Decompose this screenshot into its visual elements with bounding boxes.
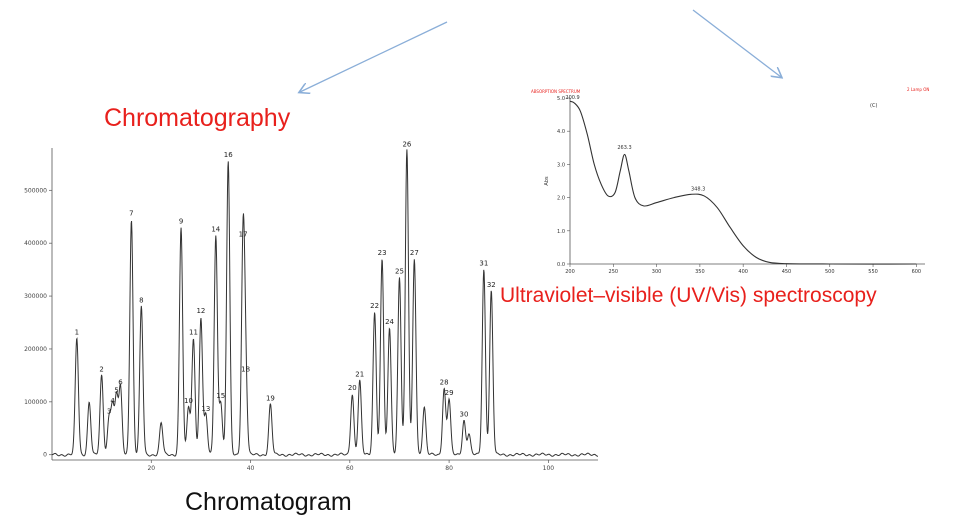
chromatogram-caption: Chromatogram [185, 488, 352, 516]
uv-y-tick-label: 3.0 [557, 162, 565, 168]
chromatogram-x-tick-label: 100 [543, 465, 555, 472]
uv-header-left: ABSORPTION SPECTRUM [531, 89, 581, 94]
chromatogram-peak-label: 1 [75, 328, 79, 336]
chromatogram-axes: 0 100000 200000 300000 400000 500000 20 40 60 80 1… [24, 148, 598, 472]
chromatogram-x-tick-label: 40 [247, 465, 255, 472]
uv-peak-label: 200.9 [565, 95, 579, 101]
chromatogram-peak-label: 28 [440, 379, 449, 387]
chromatogram-y-tick-label: 400000 [24, 240, 47, 247]
uv-peak-label: 263.3 [617, 145, 631, 151]
chromatogram-peak-labels: 1234567891011121314151617181920212223242… [75, 141, 496, 419]
chromatogram-peak-label: 23 [378, 249, 387, 257]
chromatogram-peak-label: 30 [460, 410, 469, 418]
chromatogram-peak-label: 11 [189, 328, 198, 336]
chromatogram-peak-label: 8 [139, 297, 143, 305]
chromatogram-peak-label: 12 [196, 307, 205, 315]
chromatogram-y-tick-label: 0 [43, 452, 47, 459]
chromatogram-peak-label: 31 [479, 260, 488, 268]
chromatogram-peak-label: 25 [395, 268, 404, 276]
chromatogram-peak-label: 20 [348, 384, 357, 392]
chromatogram-peak-label: 15 [216, 392, 225, 400]
uv-x-tick-label: 500 [825, 269, 835, 275]
chromatogram-peak-label: 5 [114, 387, 118, 395]
chromatography-label: Chromatography [104, 104, 291, 132]
chromatogram-peak-label: 26 [402, 141, 411, 149]
uv-header-right: 2 Lamp ON [907, 87, 929, 92]
chromatogram-peak-label: 21 [355, 371, 364, 379]
uv-x-tick-label: 450 [782, 269, 792, 275]
uv-x-tick-label: 600 [912, 269, 922, 275]
chromatogram-peak-label: 7 [129, 209, 133, 217]
uv-corner-tag: (C) [870, 103, 877, 109]
chromatogram-peak-label: 18 [241, 365, 250, 373]
uv-peak-labels: 200.9 263.3 348.3 [565, 95, 705, 192]
uv-x-tick-label: 400 [738, 269, 748, 275]
chromatogram-x-tick-label: 20 [147, 465, 155, 472]
uv-x-tick-label: 250 [609, 269, 619, 275]
arrow-to-uv-vis [692, 9, 781, 77]
chromatogram-peak-label: 29 [445, 389, 454, 397]
uv-y-tick-label: 0.0 [557, 262, 565, 268]
uv-y-axis-label: Abs [544, 176, 550, 186]
uv-vis-spectrum-chart: ABSORPTION SPECTRUM 2 Lamp ON (C) 0.0 1.0… [531, 87, 929, 275]
uv-y-tick-label: 5.0 [557, 96, 565, 102]
chromatogram-peak-label: 24 [385, 318, 394, 326]
chromatogram-y-tick-label: 200000 [24, 346, 47, 353]
uv-y-tick-label: 1.0 [557, 229, 565, 235]
uv-vis-label: Ultraviolet–visible (UV/Vis) spectroscop… [500, 284, 877, 307]
chromatogram-peak-label: 22 [370, 302, 379, 310]
chromatogram-trace [51, 149, 599, 457]
chromatogram-peak-label: 32 [487, 281, 496, 289]
chromatogram-peak-label: 16 [224, 151, 233, 159]
uv-x-tick-label: 200 [565, 269, 575, 275]
uv-y-tick-label: 4.0 [557, 129, 565, 135]
uv-x-tick-label: 300 [652, 269, 662, 275]
arrow-to-chromatography [300, 21, 448, 92]
chromatogram-peak-label: 13 [201, 405, 210, 413]
chromatogram-peak-label: 6 [118, 379, 123, 387]
chromatogram-peak-label: 4 [110, 397, 115, 405]
uv-absorbance-curve [569, 100, 917, 265]
chromatogram-y-tick-label: 500000 [24, 187, 47, 194]
chromatogram-x-tick-label: 80 [445, 465, 453, 472]
chromatogram-peak-label: 3 [107, 408, 111, 416]
chromatogram-peak-label: 2 [99, 365, 103, 373]
uv-peak-label: 348.3 [691, 186, 705, 192]
chromatogram-peak-label: 9 [179, 217, 183, 225]
chromatogram-chart: 0 100000 200000 300000 400000 500000 20 40 60 80 1… [24, 141, 599, 472]
chromatogram-peak-label: 14 [211, 225, 220, 233]
chromatogram-peak-label: 27 [410, 249, 419, 257]
chromatogram-peak-label: 19 [266, 394, 275, 402]
uv-axes: 0.0 1.0 2.0 3.0 4.0 5.0 200 250 300 350 400 450 500 5… [544, 96, 925, 275]
uv-y-tick-label: 2.0 [557, 196, 565, 202]
chromatogram-x-tick-label: 60 [346, 465, 354, 472]
chromatogram-peak-label: 10 [184, 397, 193, 405]
chromatogram-y-tick-label: 100000 [24, 399, 47, 406]
uv-x-tick-label: 550 [868, 269, 878, 275]
chromatogram-y-tick-label: 300000 [24, 293, 47, 300]
chromatogram-peak-label: 17 [239, 231, 248, 239]
uv-x-tick-label: 350 [695, 269, 705, 275]
